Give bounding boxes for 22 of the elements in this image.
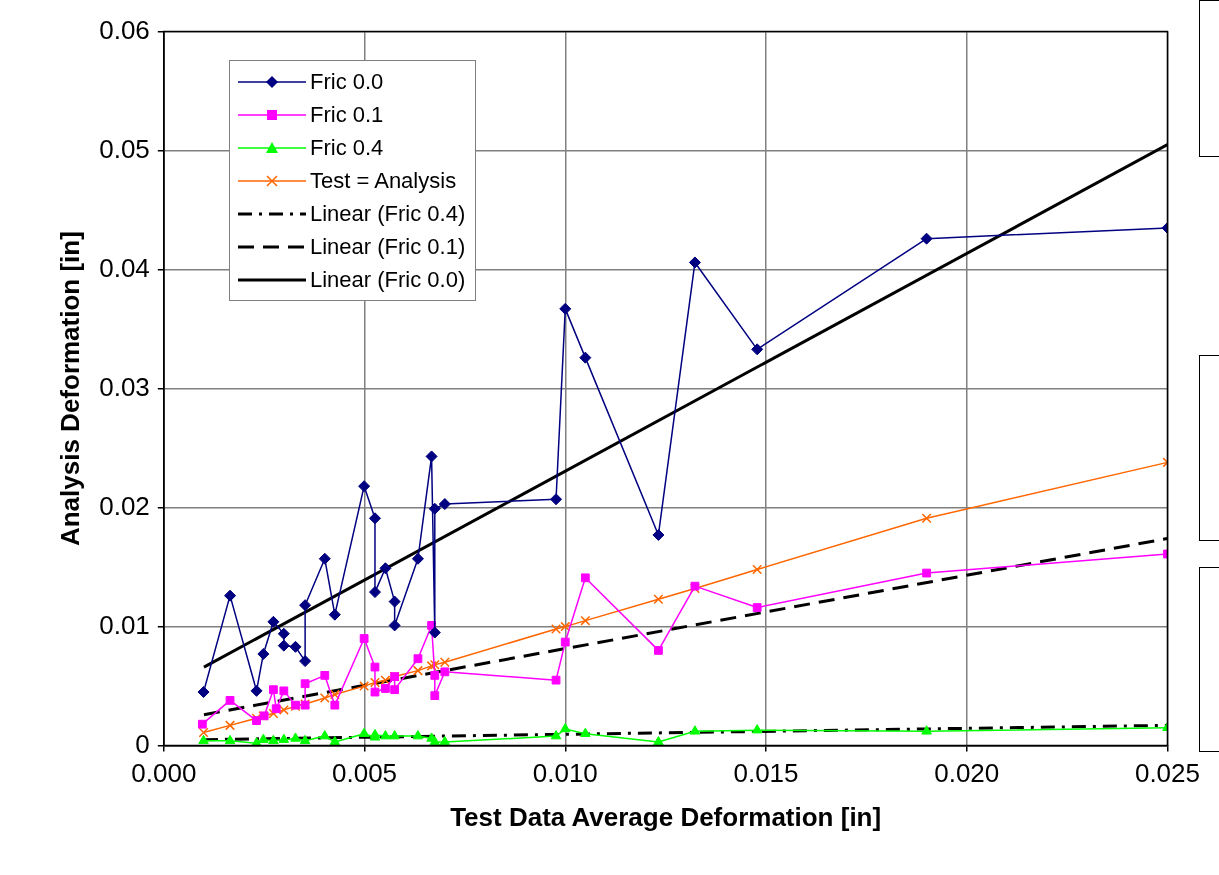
legend-label: Linear (Fric 0.0) [310, 266, 466, 294]
x-tick-label: 0.005 [332, 758, 398, 789]
y-tick-label: 0 [135, 728, 150, 759]
y-tick-label: 0.01 [99, 609, 150, 640]
legend-label: Test = Analysis [310, 167, 457, 195]
y-tick-label: 0.05 [99, 133, 150, 164]
y-tick-label: 0.02 [99, 490, 150, 521]
x-tick-label: 0.000 [131, 758, 197, 789]
legend-label: Fric 0.4 [310, 134, 384, 162]
y-tick-label: 0.04 [99, 252, 150, 283]
x-tick-label: 0.015 [733, 758, 799, 789]
y-tick-label: 0.06 [99, 14, 150, 45]
legend-label: Linear (Fric 0.1) [310, 233, 466, 261]
legend-label: Linear (Fric 0.4) [310, 200, 466, 228]
x-tick-label: 0.020 [934, 758, 1000, 789]
legend-label: Fric 0.0 [310, 68, 384, 96]
x-tick-label: 0.010 [532, 758, 598, 789]
x-axis-title: Test Data Average Deformation [in] [450, 801, 882, 832]
y-tick-label: 0.03 [99, 371, 150, 402]
y-axis-title: Analysis Deformation [in] [54, 231, 85, 547]
x-tick-label: 0.025 [1134, 758, 1201, 789]
legend-label: Fric 0.1 [310, 101, 384, 129]
